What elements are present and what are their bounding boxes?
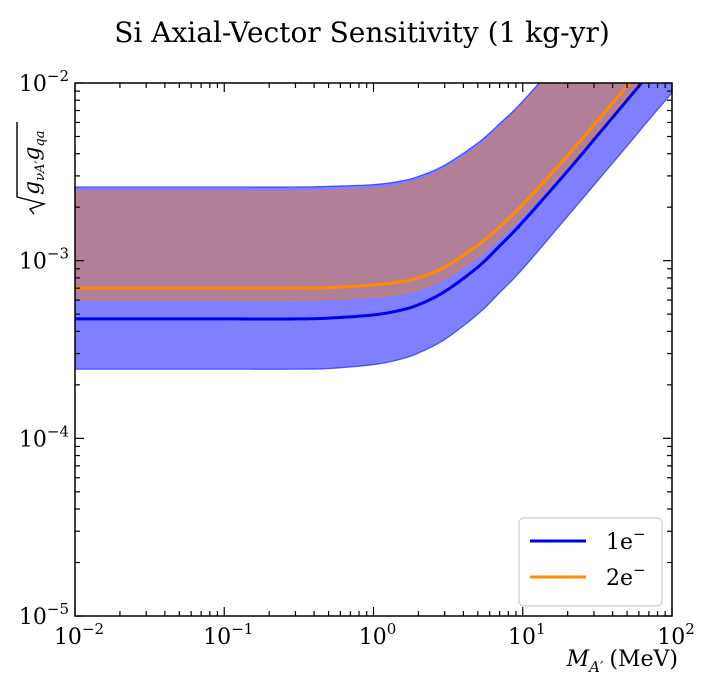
- y-axis-label-g2: g: [20, 147, 45, 161]
- ticks-layer: [74, 82, 673, 617]
- y-tick-label: 10−5: [19, 600, 69, 630]
- x-axis-label-unit: (MeV): [609, 647, 678, 672]
- x-tick-label: 102: [657, 620, 695, 650]
- y-axis-label-sqrt-sign: [16, 122, 47, 215]
- y-axis-label: gνA′gqa: [16, 122, 48, 215]
- x-axis-label-subscript: A′: [587, 658, 604, 676]
- bands-layer: [75, 83, 672, 370]
- y-axis-label-sub1: νA′: [33, 161, 48, 181]
- x-tick-label: 10−1: [203, 620, 253, 650]
- x-axis-label-symbol: M: [566, 647, 590, 672]
- lines-layer: [75, 83, 644, 321]
- legend-label-1e: 1e−: [606, 525, 646, 555]
- y-tick-label: 10−3: [19, 245, 69, 275]
- legend-label-2e: 2e−: [606, 561, 646, 591]
- band-series-2: [75, 83, 640, 301]
- y-axis-label-sub2: qa: [33, 130, 48, 146]
- legend: 1e− 2e−: [518, 517, 663, 607]
- y-tick-label: 10−2: [19, 67, 69, 97]
- band-series-1: [75, 83, 672, 370]
- x-tick-label: 100: [359, 620, 397, 650]
- chart-title: Si Axial-Vector Sensitivity (1 kg-yr): [114, 16, 610, 49]
- line-series-1: [75, 83, 644, 321]
- line-series-2: [75, 83, 632, 290]
- x-axis-label: MA′ (MeV): [566, 647, 678, 676]
- y-tick-label: 10−4: [19, 422, 69, 452]
- svg-text:gνA′gqa: gνA′gqa: [20, 130, 48, 195]
- y-axis-label-g1: g: [20, 181, 45, 195]
- tick-labels-layer: 10−2 10−1 100 101 102 10−5 10−4 10−3 10−2: [19, 67, 695, 650]
- x-tick-label: 101: [508, 620, 546, 650]
- x-tick-label: 10−2: [54, 620, 104, 650]
